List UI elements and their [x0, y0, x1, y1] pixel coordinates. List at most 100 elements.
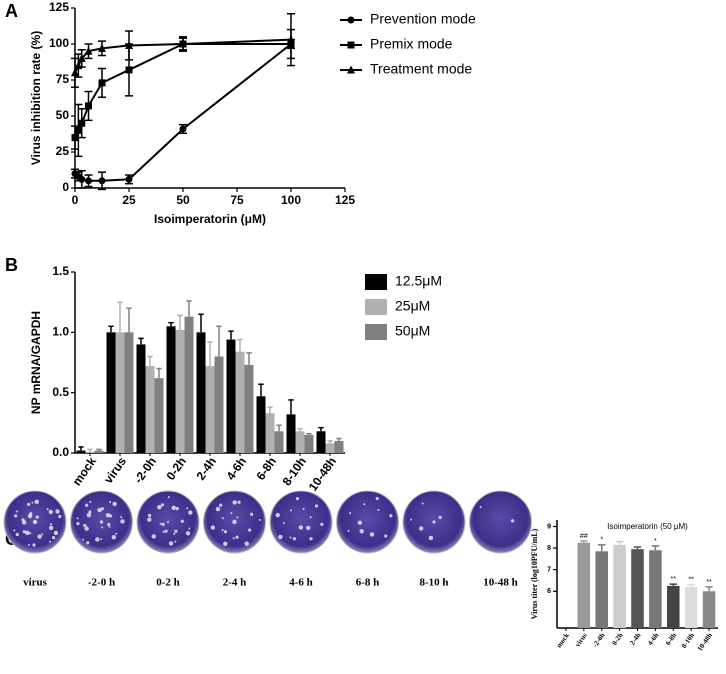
marker — [179, 125, 187, 133]
plate-label: 6-8 h — [356, 577, 380, 589]
plaque — [232, 519, 237, 525]
x-tick-label: 0-2h — [610, 631, 624, 647]
x-tick-label: 125 — [335, 193, 355, 207]
bar — [334, 440, 344, 453]
plaque — [237, 500, 241, 504]
plaque — [363, 503, 366, 506]
plaque — [232, 537, 235, 540]
bar — [595, 551, 608, 628]
plaque — [180, 519, 184, 523]
bar — [256, 396, 266, 453]
plaque — [289, 509, 292, 512]
panel-label: B — [5, 255, 18, 275]
legend-label: 12.5μM — [395, 273, 442, 289]
x-tick-label: 50 — [176, 193, 190, 207]
plate-label: virus — [23, 577, 48, 589]
bar — [667, 585, 680, 628]
marker — [125, 66, 133, 74]
x-tick-label: 2-4h — [193, 455, 219, 483]
bar — [244, 364, 254, 453]
marker — [98, 79, 106, 87]
marker — [179, 39, 187, 48]
plaque — [320, 522, 324, 526]
plaque — [34, 499, 39, 504]
bar — [76, 450, 86, 453]
bar — [274, 431, 284, 453]
plaque — [41, 533, 44, 536]
y-axis-label: Virus titer (log10PFU/mL) — [530, 528, 539, 619]
plaque — [275, 512, 280, 518]
x-tick-label: 8-10h — [280, 455, 309, 489]
significance-label: ** — [688, 577, 694, 584]
x-tick-label: virus — [101, 454, 129, 486]
plaque — [26, 502, 31, 506]
plaque — [258, 519, 261, 522]
plaque — [289, 536, 292, 539]
y-axis-label: NP mRNA/GAPDH — [29, 311, 43, 414]
plaque — [438, 515, 442, 520]
plate-label: -2-0 h — [88, 577, 115, 589]
plaque — [32, 543, 36, 547]
y-tick-label: 9 — [547, 523, 551, 530]
plaque — [46, 508, 49, 511]
plaque — [161, 522, 165, 526]
x-tick-label: 6-8h — [664, 631, 678, 647]
plaque — [159, 522, 162, 525]
legend-label: Prevention mode — [370, 11, 476, 27]
plaque — [215, 506, 221, 512]
plaque — [292, 537, 297, 541]
bar — [145, 366, 155, 453]
y-tick-label: 125 — [49, 0, 69, 14]
panel-label: A — [5, 1, 18, 21]
plaque — [25, 530, 30, 536]
legend-swatch — [365, 274, 387, 290]
plates — [3, 490, 532, 554]
plaque — [55, 509, 60, 514]
plaque — [50, 523, 53, 526]
y-tick-label: 8 — [547, 545, 551, 552]
plaque — [174, 529, 178, 533]
x-tick-label: 2-4h — [628, 631, 642, 647]
plaque — [219, 503, 223, 507]
bar — [316, 431, 326, 453]
plaque — [309, 537, 313, 541]
marker — [287, 35, 295, 44]
plaque — [120, 516, 123, 519]
plaque — [13, 529, 16, 532]
x-tick-label: 0-2h — [163, 455, 189, 483]
plaque — [314, 504, 319, 508]
plaque — [359, 528, 364, 534]
y-tick-label: 0 — [62, 180, 69, 194]
plaque — [101, 526, 104, 529]
legend-swatch — [365, 324, 387, 340]
plate — [336, 490, 399, 554]
plaque — [188, 527, 191, 530]
plate-label: 10-48 h — [483, 577, 518, 589]
bar — [154, 378, 164, 453]
plaque — [86, 541, 90, 545]
x-tick-label: 6-8h — [253, 455, 279, 483]
x-tick-label: 100 — [281, 193, 301, 207]
x-tick-label: 4-6h — [646, 631, 660, 647]
plaque — [186, 507, 189, 510]
plaque — [85, 503, 89, 507]
marker — [125, 175, 133, 183]
x-tick-label: -2-0h — [591, 631, 607, 648]
bar — [325, 443, 335, 453]
significance-label: ** — [706, 579, 712, 586]
plaque — [162, 530, 165, 533]
bar — [304, 434, 314, 453]
plaque — [160, 503, 165, 507]
plaque — [88, 510, 92, 514]
bar — [85, 451, 95, 453]
plaque — [107, 522, 111, 527]
bar — [577, 542, 591, 628]
plaque — [347, 529, 350, 532]
plaque — [48, 525, 54, 531]
plaque — [428, 535, 434, 541]
bar — [124, 332, 134, 453]
plaque — [112, 501, 117, 507]
plaque — [236, 516, 239, 519]
plaque — [171, 505, 176, 510]
plate-label: 2-4 h — [223, 577, 247, 589]
